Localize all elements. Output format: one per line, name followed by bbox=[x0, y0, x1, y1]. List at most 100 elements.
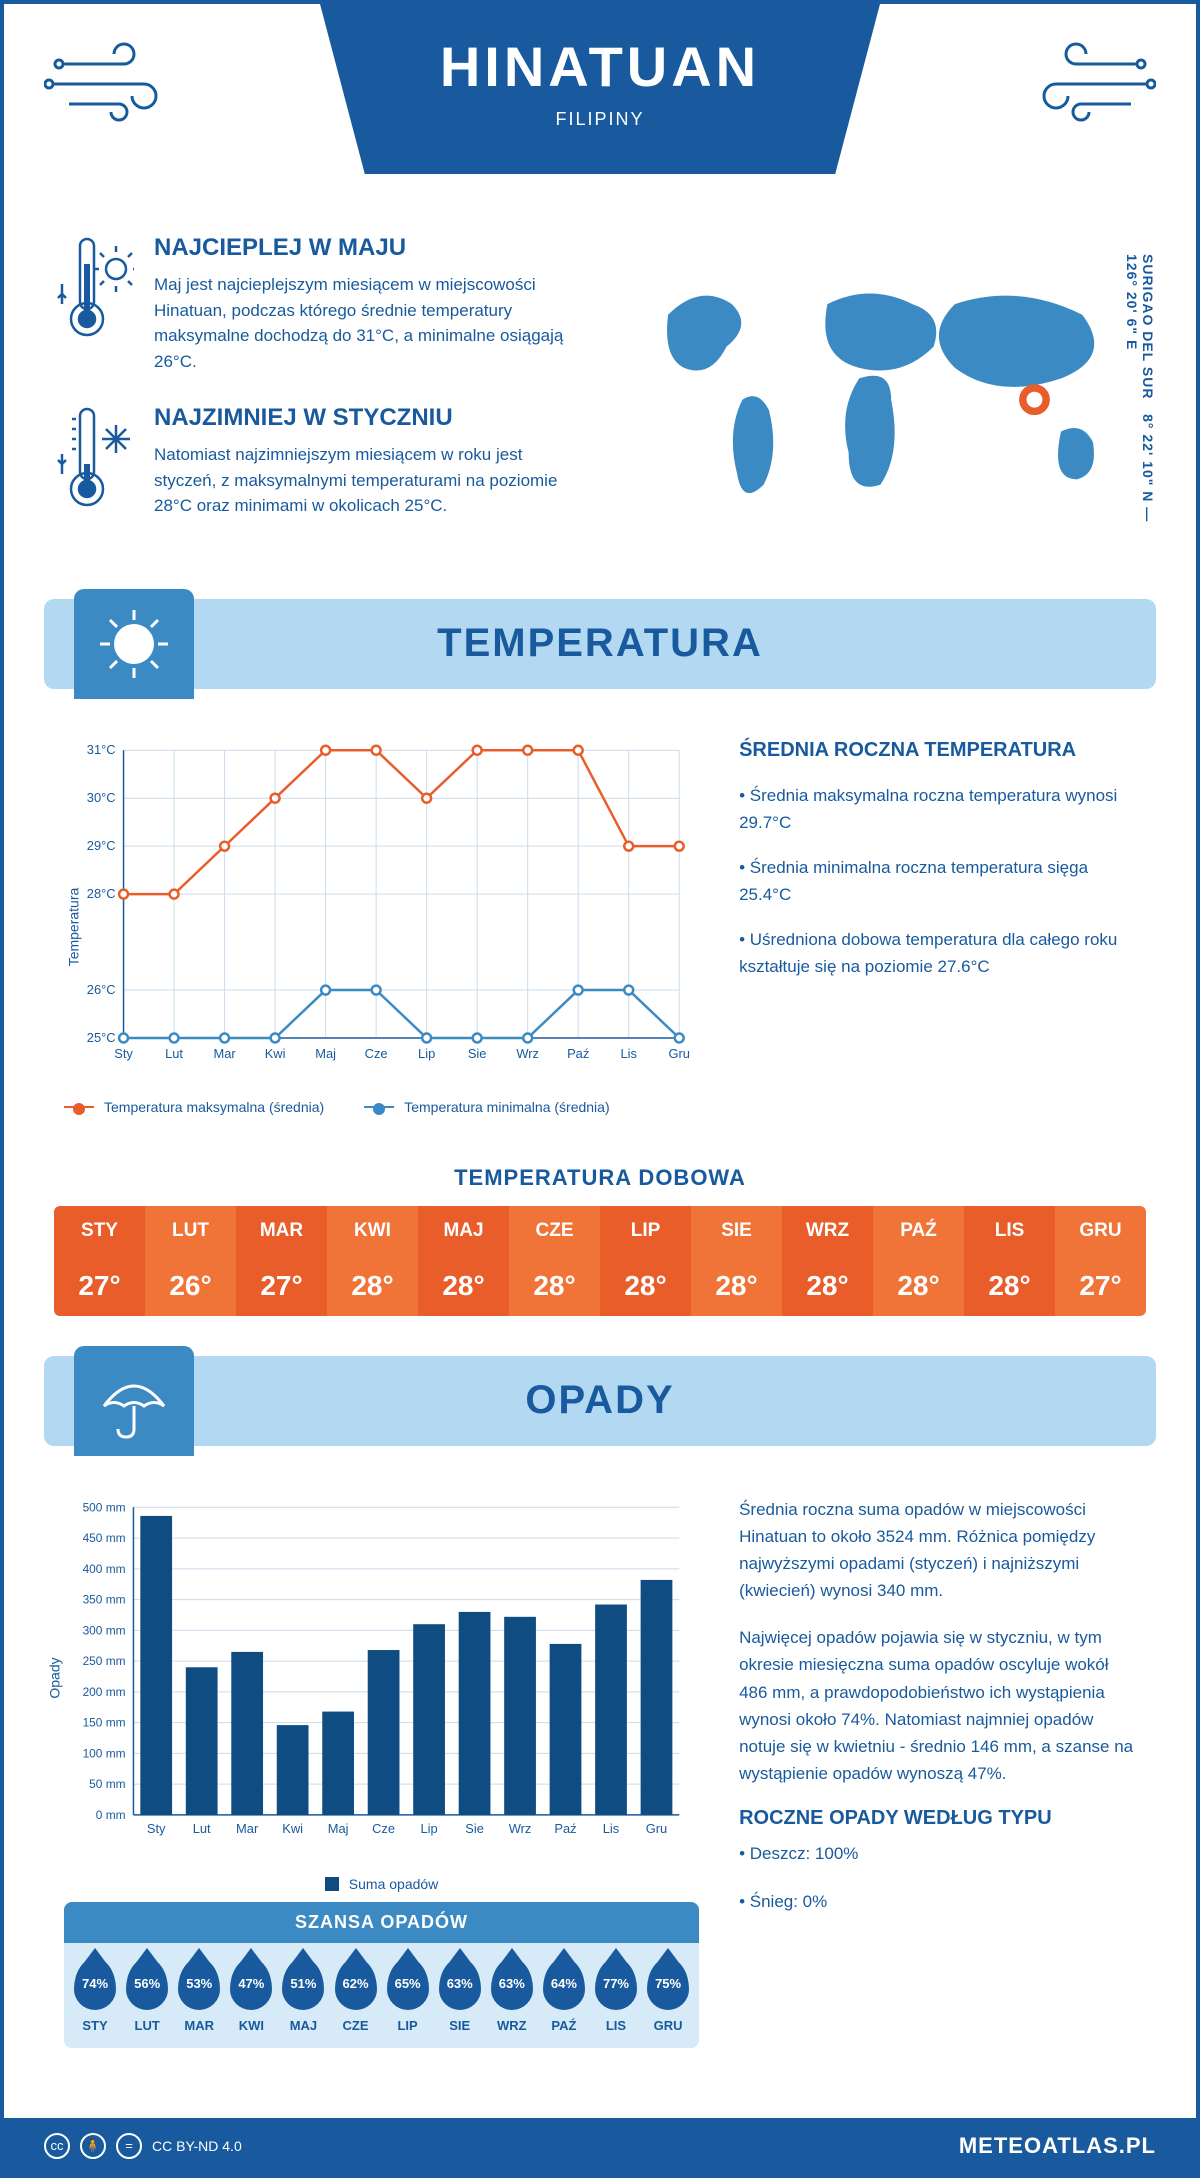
raindrop-icon: 53% bbox=[178, 1958, 220, 2010]
svg-text:28°C: 28°C bbox=[87, 886, 116, 901]
chance-cell: 51% MAJ bbox=[277, 1958, 329, 2033]
location-title: HINATUAN bbox=[320, 34, 880, 99]
location-country: FILIPINY bbox=[320, 109, 880, 130]
chance-cell: 65%LIP bbox=[382, 1958, 434, 2033]
svg-text:Maj: Maj bbox=[315, 1045, 336, 1060]
y-axis-label: Opady bbox=[47, 1657, 63, 1698]
wind-icon bbox=[1016, 34, 1156, 134]
thermometer-hot-icon bbox=[54, 234, 134, 344]
warmest-block: NAJCIEPLEJ W MAJU Maj jest najcieplejszy… bbox=[54, 234, 585, 374]
svg-text:Cze: Cze bbox=[372, 1820, 395, 1835]
precip-para: Średnia roczna suma opadów w miejscowośc… bbox=[739, 1496, 1136, 1605]
stat-bullet: • Średnia maksymalna roczna temperatura … bbox=[739, 782, 1136, 836]
daily-month: MAR bbox=[236, 1206, 327, 1256]
chance-cell: 63%WRZ bbox=[486, 1958, 538, 2033]
by-icon: 🧍 bbox=[80, 2133, 106, 2159]
precip-text-block: Średnia roczna suma opadów w miejscowośc… bbox=[739, 1496, 1136, 2058]
svg-text:250 mm: 250 mm bbox=[83, 1654, 126, 1668]
chart-legend: Suma opadów bbox=[64, 1876, 699, 1892]
svg-text:Wrz: Wrz bbox=[516, 1045, 539, 1060]
svg-text:Paź: Paź bbox=[554, 1820, 576, 1835]
chance-title: SZANSA OPADÓW bbox=[64, 1902, 699, 1943]
chance-month: MAJ bbox=[277, 2018, 329, 2033]
svg-text:Sty: Sty bbox=[114, 1045, 133, 1060]
daily-month: CZE bbox=[509, 1206, 600, 1256]
chance-cell: 63% SIE bbox=[434, 1958, 486, 2033]
chance-month: KWI bbox=[225, 2018, 277, 2033]
daily-month: STY bbox=[54, 1206, 145, 1256]
nd-icon: = bbox=[116, 2133, 142, 2159]
svg-text:26°C: 26°C bbox=[87, 982, 116, 997]
daily-month: KWI bbox=[327, 1206, 418, 1256]
svg-text:Wrz: Wrz bbox=[509, 1820, 532, 1835]
raindrop-icon: 63% bbox=[439, 1958, 481, 2010]
chance-month: MAR bbox=[173, 2018, 225, 2033]
chance-month: SIE bbox=[434, 2018, 486, 2033]
daily-value: 27° bbox=[236, 1256, 327, 1316]
daily-month: GRU bbox=[1055, 1206, 1146, 1256]
cc-icon: cc bbox=[44, 2133, 70, 2159]
svg-text:Paź: Paź bbox=[567, 1045, 589, 1060]
svg-text:Kwi: Kwi bbox=[265, 1045, 286, 1060]
precip-type-bullet: • Śnieg: 0% bbox=[739, 1888, 1136, 1915]
svg-text:Gru: Gru bbox=[646, 1820, 668, 1835]
infographic-root: HINATUAN FILIPINY bbox=[0, 0, 1200, 2178]
brand: METEOATLAS.PL bbox=[959, 2133, 1156, 2159]
svg-text:500 mm: 500 mm bbox=[83, 1500, 126, 1514]
svg-text:Lut: Lut bbox=[165, 1045, 183, 1060]
daily-value: 28° bbox=[873, 1256, 964, 1316]
chance-cell: 74%STY bbox=[69, 1958, 121, 2033]
daily-month: LIP bbox=[600, 1206, 691, 1256]
svg-text:29°C: 29°C bbox=[87, 838, 116, 853]
overview-section: NAJCIEPLEJ W MAJU Maj jest najcieplejszy… bbox=[4, 224, 1196, 579]
chance-month: PAŹ bbox=[538, 2018, 590, 2033]
svg-text:Kwi: Kwi bbox=[282, 1820, 303, 1835]
stat-bullet: • Uśredniona dobowa temperatura dla całe… bbox=[739, 926, 1136, 980]
daily-value: 27° bbox=[54, 1256, 145, 1316]
location-marker bbox=[1023, 388, 1046, 411]
svg-text:Lip: Lip bbox=[418, 1045, 435, 1060]
svg-text:30°C: 30°C bbox=[87, 790, 116, 805]
warmest-text: Maj jest najcieplejszym miesiącem w miej… bbox=[154, 272, 585, 374]
chart-legend: Temperatura maksymalna (średnia) Tempera… bbox=[64, 1099, 699, 1115]
sun-icon bbox=[74, 589, 194, 699]
precip-type-title: ROCZNE OPADY WEDŁUG TYPU bbox=[739, 1807, 1136, 1830]
raindrop-icon: 75% bbox=[647, 1958, 689, 2010]
chance-month: LIS bbox=[590, 2018, 642, 2033]
svg-text:450 mm: 450 mm bbox=[83, 1531, 126, 1545]
chance-cell: 53% MAR bbox=[173, 1958, 225, 2033]
coldest-block: NAJZIMNIEJ W STYCZNIU Natomiast najzimni… bbox=[54, 404, 585, 519]
umbrella-icon bbox=[74, 1346, 194, 1456]
raindrop-icon: 64% bbox=[543, 1958, 585, 2010]
title-tab: HINATUAN FILIPINY bbox=[320, 4, 880, 174]
svg-text:Lis: Lis bbox=[603, 1820, 619, 1835]
daily-value: 28° bbox=[691, 1256, 782, 1316]
precip-para: Najwięcej opadów pojawia się w styczniu,… bbox=[739, 1624, 1136, 1787]
daily-month: LUT bbox=[145, 1206, 236, 1256]
legend-min: Temperatura minimalna (średnia) bbox=[404, 1099, 609, 1115]
section-title: TEMPERATURA bbox=[44, 621, 1156, 666]
raindrop-icon: 63% bbox=[491, 1958, 533, 2010]
chance-cell: 75% GRU bbox=[642, 1958, 694, 2033]
warmest-title: NAJCIEPLEJ W MAJU bbox=[154, 234, 585, 262]
raindrop-icon: 74% bbox=[74, 1958, 116, 2010]
coldest-text: Natomiast najzimniejszym miesiącem w rok… bbox=[154, 442, 585, 519]
svg-text:Lis: Lis bbox=[620, 1045, 636, 1060]
world-map bbox=[615, 251, 1146, 532]
svg-text:25°C: 25°C bbox=[87, 1029, 116, 1044]
stat-bullet: • Średnia minimalna roczna temperatura s… bbox=[739, 854, 1136, 908]
temperature-header: TEMPERATURA bbox=[44, 599, 1156, 689]
chance-cell: 47% KWI bbox=[225, 1958, 277, 2033]
raindrop-icon: 47% bbox=[230, 1958, 272, 2010]
chance-month: GRU bbox=[642, 2018, 694, 2033]
svg-text:Cze: Cze bbox=[365, 1045, 388, 1060]
svg-text:Sty: Sty bbox=[147, 1820, 166, 1835]
svg-text:300 mm: 300 mm bbox=[83, 1623, 126, 1637]
precip-header: OPADY bbox=[44, 1356, 1156, 1446]
daily-value: 28° bbox=[418, 1256, 509, 1316]
raindrop-icon: 51% bbox=[282, 1958, 324, 2010]
svg-text:150 mm: 150 mm bbox=[83, 1715, 126, 1729]
svg-text:0 mm: 0 mm bbox=[96, 1807, 126, 1821]
raindrop-icon: 62% bbox=[335, 1958, 377, 2010]
daily-value: 28° bbox=[327, 1256, 418, 1316]
